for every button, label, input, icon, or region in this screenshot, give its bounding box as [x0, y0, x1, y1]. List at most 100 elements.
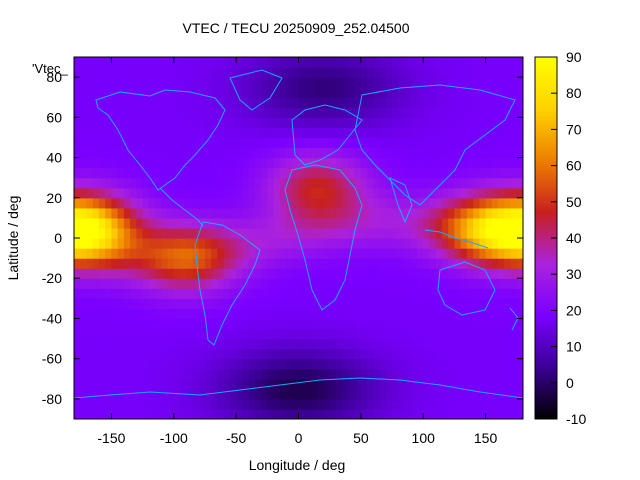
- heatmap-cell: [473, 187, 480, 199]
- heatmap-cell: [186, 358, 194, 370]
- heatmap-cell: [286, 388, 293, 400]
- heatmap-cell: [317, 137, 325, 149]
- heatmap-cell: [335, 398, 343, 410]
- heatmap-cell: [317, 368, 325, 380]
- heatmap-cell: [510, 167, 518, 179]
- heatmap-cell: [360, 388, 368, 400]
- heatmap-cell: [373, 117, 381, 128]
- heatmap-cell: [485, 278, 493, 289]
- heatmap-cell: [117, 338, 125, 350]
- heatmap-cell: [92, 197, 100, 209]
- heatmap-cell: [242, 318, 250, 330]
- heatmap-cell: [142, 378, 150, 390]
- heatmap-cell: [304, 298, 312, 309]
- heatmap-cell: [360, 177, 368, 189]
- heatmap-cell: [186, 137, 194, 149]
- heatmap-cell: [435, 177, 443, 189]
- heatmap-cell: [460, 318, 468, 330]
- heatmap-cell: [198, 268, 206, 279]
- heatmap-cell: [273, 408, 281, 419]
- heatmap-cell: [155, 248, 162, 259]
- heatmap-cell: [429, 348, 437, 360]
- heatmap-cell: [298, 217, 306, 229]
- heatmap-cell: [354, 248, 362, 259]
- heatmap-cell: [435, 268, 443, 279]
- heatmap-cell: [392, 97, 399, 108]
- heatmap-cell: [410, 147, 418, 159]
- heatmap-cell: [504, 127, 512, 139]
- heatmap-cell: [123, 248, 131, 259]
- heatmap-cell: [367, 338, 374, 350]
- heatmap-cell: [74, 398, 81, 410]
- heatmap-cell: [267, 258, 275, 269]
- heatmap-cell: [155, 268, 162, 279]
- heatmap-cell: [80, 147, 88, 159]
- heatmap-cell: [273, 207, 281, 219]
- heatmap-cell: [323, 398, 331, 410]
- heatmap-cell: [261, 227, 268, 239]
- heatmap-cell: [261, 77, 268, 88]
- heatmap-cell: [180, 328, 187, 340]
- heatmap-cell: [435, 358, 443, 370]
- heatmap-cell: [98, 348, 106, 360]
- heatmap-cell: [155, 207, 162, 219]
- heatmap-cell: [367, 368, 374, 380]
- heatmap-cell: [310, 348, 318, 360]
- heatmap-cell: [279, 197, 287, 209]
- heatmap-cell: [410, 348, 418, 360]
- heatmap-cell: [491, 217, 499, 229]
- heatmap-cell: [117, 227, 125, 239]
- heatmap-cell: [130, 328, 137, 340]
- heatmap-cell: [491, 177, 499, 189]
- heatmap-cell: [111, 338, 119, 350]
- heatmap-cell: [167, 408, 175, 419]
- heatmap-cell: [173, 137, 181, 149]
- heatmap-cell: [111, 117, 119, 128]
- heatmap-cell: [279, 318, 287, 330]
- heatmap-cell: [398, 147, 406, 159]
- heatmap-cell: [435, 97, 443, 108]
- heatmap-cell: [398, 157, 406, 169]
- heatmap-cell: [204, 67, 212, 78]
- heatmap-cell: [360, 207, 368, 219]
- heatmap-cell: [261, 278, 268, 289]
- heatmap-cell: [186, 67, 194, 78]
- heatmap-cell: [74, 107, 81, 118]
- heatmap-cell: [180, 127, 187, 139]
- heatmap-cell: [466, 238, 474, 249]
- heatmap-cell: [367, 358, 374, 370]
- heatmap-cell: [491, 77, 499, 88]
- heatmap-cell: [111, 157, 119, 169]
- heatmap-cell: [348, 207, 356, 219]
- heatmap-cell: [286, 248, 293, 259]
- heatmap-cell: [223, 187, 231, 199]
- y-tick-label: 20: [46, 190, 62, 206]
- heatmap-cell: [86, 227, 94, 239]
- heatmap-cell: [292, 378, 300, 390]
- heatmap-cell: [404, 338, 412, 350]
- heatmap-cell: [504, 57, 512, 68]
- heatmap-cell: [142, 258, 150, 269]
- heatmap-cell: [317, 268, 325, 279]
- heatmap-cell: [504, 288, 512, 299]
- heatmap-cell: [111, 107, 119, 118]
- heatmap-cell: [161, 197, 169, 209]
- heatmap-cell: [279, 328, 287, 340]
- heatmap-cell: [186, 127, 194, 139]
- heatmap-cell: [298, 207, 306, 219]
- heatmap-cell: [317, 378, 325, 390]
- heatmap-cell: [155, 187, 162, 199]
- heatmap-cell: [229, 308, 237, 320]
- heatmap-cell: [236, 298, 243, 309]
- heatmap-cell: [466, 87, 474, 98]
- heatmap-cell: [504, 398, 512, 410]
- heatmap-cell: [466, 147, 474, 159]
- heatmap-cell: [435, 67, 443, 78]
- heatmap-cell: [192, 117, 200, 128]
- heatmap-cell: [204, 207, 212, 219]
- heatmap-cell: [504, 177, 512, 189]
- heatmap-cell: [348, 87, 356, 98]
- heatmap-cell: [186, 197, 194, 209]
- heatmap-cell: [248, 87, 256, 98]
- heatmap-cell: [148, 167, 156, 179]
